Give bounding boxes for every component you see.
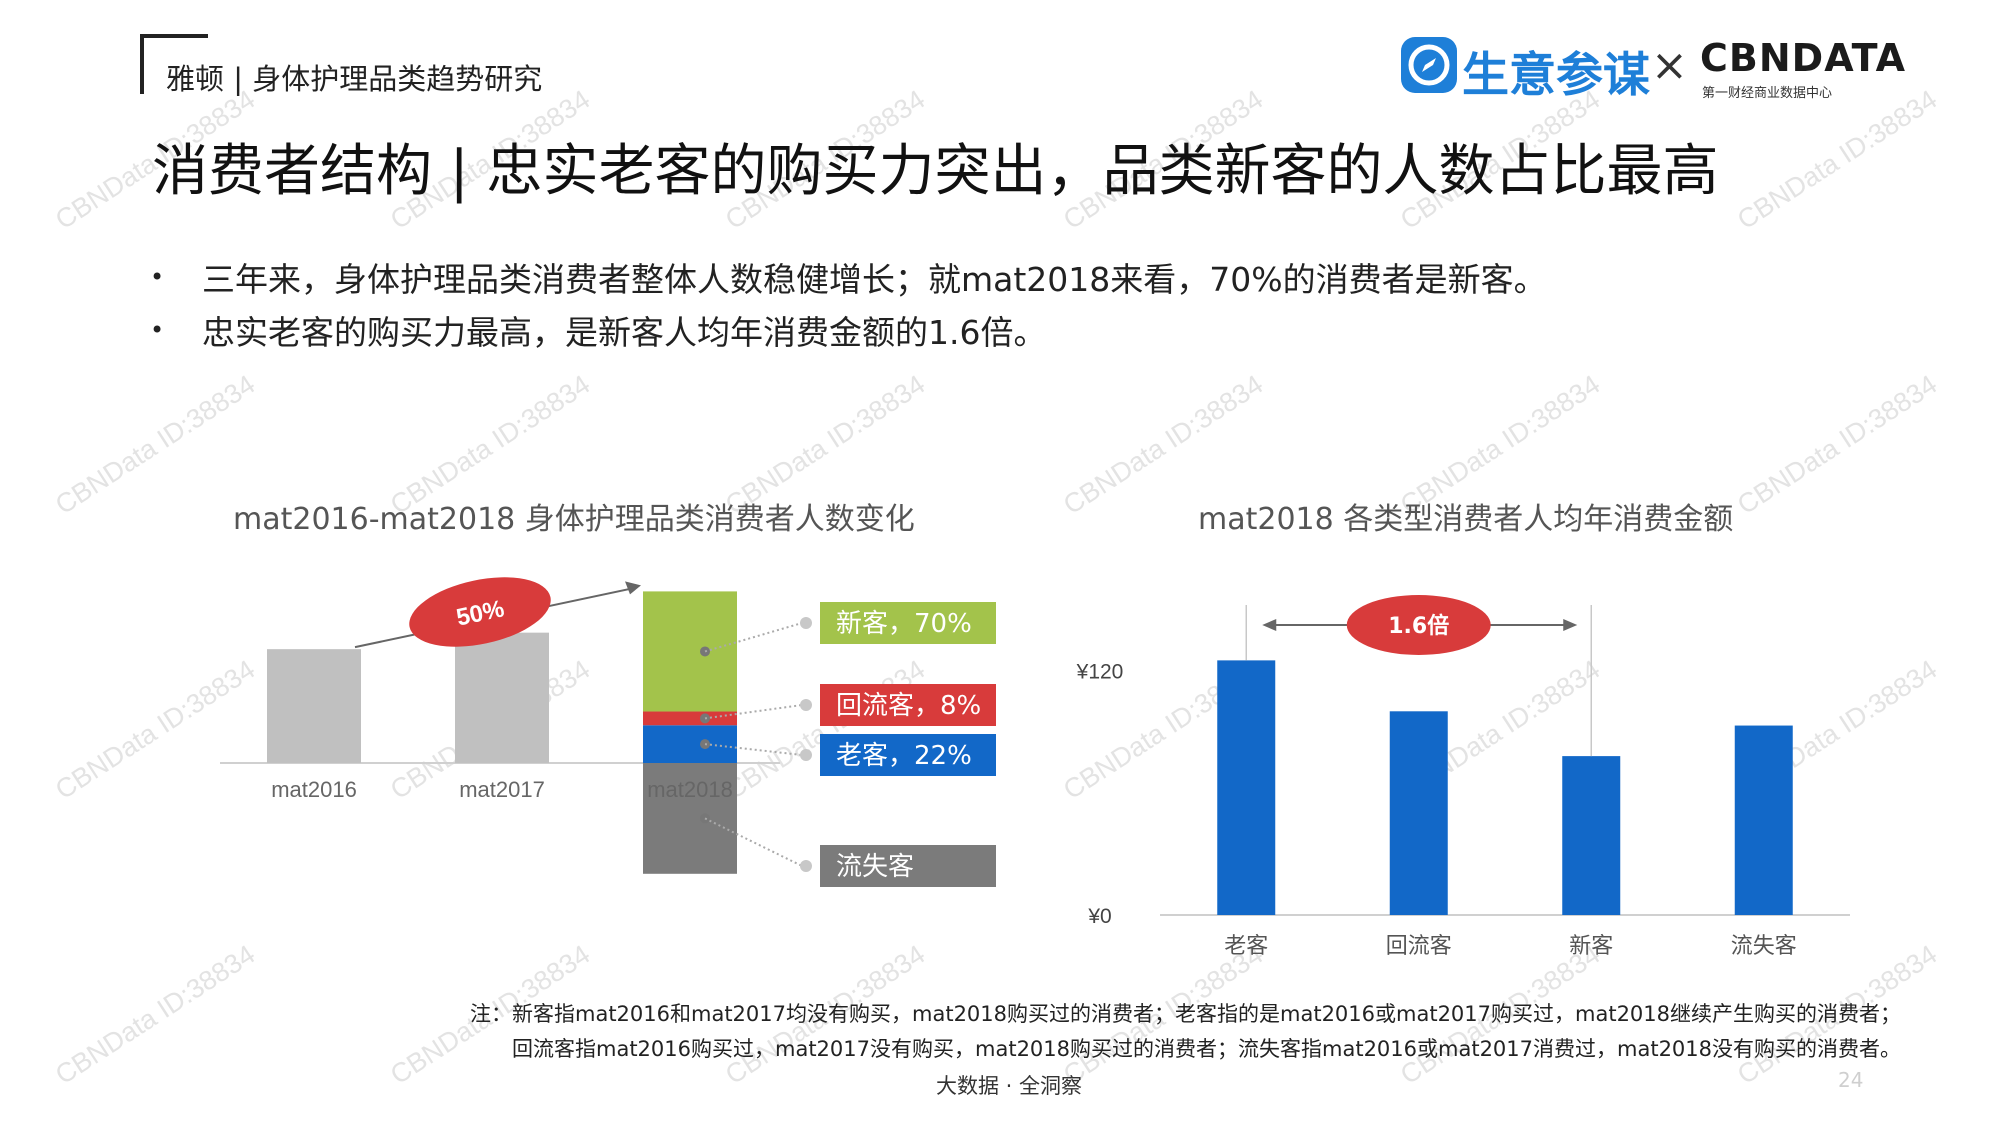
arrow-left-icon (1262, 619, 1277, 631)
arrow-right-icon (1563, 619, 1578, 631)
footer-text: 大数据 · 全洞察 (936, 1074, 1083, 1098)
watermark-text: CBNData ID:38834 (50, 939, 261, 1091)
ratio-ellipse (1346, 595, 1491, 655)
legend-label-returning: 回流客，8% (836, 691, 981, 721)
times-icon: × (1651, 40, 1688, 91)
bullet-text: 忠实老客的购买力最高，是新客人均年消费金额的1.6倍。 (202, 312, 1047, 352)
bar-mat2018-lost (643, 763, 737, 874)
note-line-2: 回流客指mat2016购买过，mat2017没有购买，mat2018购买过的消费… (512, 1037, 1902, 1061)
report-tag-bracket (140, 34, 208, 94)
partner-subtitle: 第一财经商业数据中心 (1702, 86, 1833, 101)
partner-logo: CBNDATA (1700, 36, 1907, 80)
legend-label-new: 新客，70% (836, 609, 972, 639)
growth-ellipse (409, 577, 551, 647)
watermark-text: CBNData ID:38834 (50, 369, 261, 521)
bar-mat2018-new (643, 591, 737, 712)
legend-label-old: 老客，22% (836, 741, 972, 771)
legend-box-returning (820, 684, 996, 726)
y-tick-label: ¥120 (1076, 661, 1124, 684)
x-tick-label: 流失客 (1731, 934, 1797, 959)
x-tick-label: 新客 (1569, 934, 1613, 959)
x-tick-label: mat2017 (459, 777, 545, 802)
brand-name: 生意参谋 (1462, 48, 1650, 103)
bar-流失客 (1734, 725, 1793, 915)
bar-老客 (1217, 660, 1276, 915)
watermark-text: CBNData ID:38834 (1732, 369, 1943, 521)
bullet-text: 三年来，身体护理品类消费者整体人数稳健增长；就mat2018来看，70%的消费者… (202, 259, 1547, 299)
legend-box-new (820, 602, 996, 644)
chart2-svg: ¥0 ¥120 老客 回流客 新客 流失客 1.6倍 (1076, 595, 1850, 959)
compass-logo-icon (1401, 37, 1457, 93)
x-tick-label: mat2018 (647, 777, 733, 802)
bar-mat2017 (455, 632, 549, 763)
x-tick-label: 老客 (1224, 934, 1268, 959)
chart1-title: mat2016-mat2018 身体护理品类消费者人数变化 (233, 502, 915, 537)
legend-label-lost: 流失客 (836, 852, 914, 882)
watermark-text: CBNData ID:38834 (1732, 84, 1943, 236)
bar-回流客 (1389, 711, 1448, 915)
leader-end-dot-lost (800, 860, 812, 872)
bullet-list: • 三年来，身体护理品类消费者整体人数稳健增长；就mat2018来看，70%的消… (150, 250, 1547, 356)
legend-box-old (820, 734, 996, 776)
leader-line-returning (704, 704, 803, 720)
bullet-item: • 三年来，身体护理品类消费者整体人数稳健增长；就mat2018来看，70%的消… (150, 250, 1547, 303)
bar-mat2016 (267, 649, 361, 763)
bullet-dot: • (150, 315, 165, 344)
bar-mat2018-returning (643, 711, 737, 726)
chart2-title: mat2018 各类型消费者人均年消费金额 (1198, 502, 1734, 537)
leader-dot-new (700, 646, 710, 657)
legend-box-lost (820, 845, 996, 887)
leader-line-lost (704, 817, 803, 867)
bar-mat2018-old (643, 725, 737, 763)
ratio-label: 1.6倍 (1388, 613, 1449, 639)
growth-arrowhead-icon (625, 581, 641, 595)
leader-end-dot-old (800, 749, 812, 761)
y-tick-label: ¥0 (1087, 905, 1111, 928)
page-number: 24 (1838, 1068, 1864, 1092)
page-title: 消费者结构 | 忠实老客的购买力突出，品类新客的人数占比最高 (152, 139, 1719, 204)
x-tick-label: 回流客 (1386, 934, 1452, 959)
bullet-item: • 忠实老客的购买力最高，是新客人均年消费金额的1.6倍。 (150, 303, 1547, 356)
leader-line-new (704, 622, 803, 653)
report-tag: 雅顿 | 身体护理品类趋势研究 (166, 62, 543, 96)
note-line-1: 注：新客指mat2016和mat2017均没有购买，mat2018购买过的消费者… (470, 1002, 1902, 1026)
leader-dot-returning (700, 713, 710, 724)
bar-新客 (1562, 756, 1621, 915)
leader-line-old (704, 743, 803, 756)
leader-end-dot-returning (800, 699, 812, 711)
leader-end-dot-new (800, 617, 812, 629)
bullet-dot: • (150, 262, 165, 291)
x-tick-label: mat2016 (271, 777, 357, 802)
